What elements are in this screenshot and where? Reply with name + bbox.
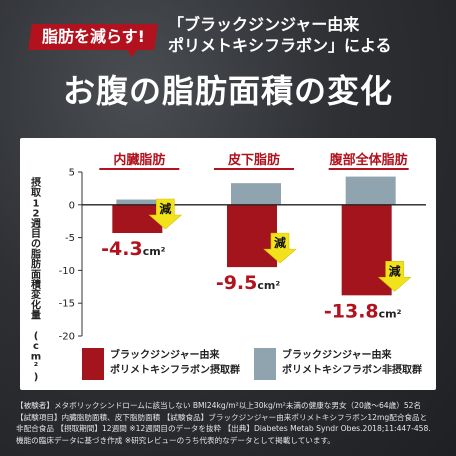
y-axis-title-char: 脂	[30, 247, 41, 260]
bar-non-intake	[116, 199, 167, 205]
legend-swatch-non-intake	[254, 348, 276, 380]
bar-intake	[227, 204, 277, 268]
category-label: 内臓脂肪	[113, 152, 165, 168]
legend: ブラックジンジャー由来 ポリメトキシフラボン摂取群 ブラックジンジャー由来 ポリ…	[82, 346, 432, 386]
data-label-unit: cm²	[143, 245, 166, 258]
subtitle-line-1: 「ブラックジンジャー由来	[168, 15, 360, 34]
y-axis-title-char: 肪	[31, 258, 41, 271]
category-label: 腹部全体脂肪	[330, 152, 408, 168]
y-tick-label: 0	[69, 200, 75, 211]
legend-non-intake-line-2: ポリメトキシフラボン非摂取群	[282, 365, 422, 376]
subtitle-line-2: ポリメトキシフラボン」による	[168, 36, 392, 55]
y-axis-title-char: 積	[30, 278, 42, 291]
data-label-unit: cm²	[379, 307, 402, 320]
y-axis-title-char: m	[31, 351, 41, 362]
footnote-line-2: 【試験項目】内臓脂肪面積、皮下脂肪面積 【試験食品】ブラックジンジャー由来ポリメ…	[16, 412, 428, 422]
y-tick-label: 5	[69, 168, 75, 179]
reduction-arrow	[148, 198, 183, 230]
footnote-line-4: 機能の臨床データに基づき作成 ※研究レビューのうち代表的なデータとして掲載してい…	[16, 435, 335, 445]
y-tick-label: -10	[59, 266, 75, 277]
y-axis-title-char: 1	[33, 198, 40, 209]
legend-intake-line-2: ポリメトキシフラボン摂取群	[110, 365, 240, 376]
y-axis-title-char: )	[34, 372, 39, 383]
y-tick-label: -15	[59, 299, 75, 310]
y-axis-title-char: の	[31, 239, 41, 250]
headline: お腹の脂肪面積の変化	[62, 72, 393, 110]
legend-label-non-intake: ブラックジンジャー由来 ポリメトキシフラボン非摂取群	[282, 348, 422, 378]
legend-intake-line-1: ブラックジンジャー由来	[110, 350, 220, 361]
y-axis-title-char: (	[34, 331, 39, 342]
y-axis-title-char: 摂	[31, 176, 41, 189]
legend-swatch-intake	[82, 348, 104, 380]
bar-non-intake	[231, 183, 281, 205]
reduction-arrow	[263, 232, 297, 264]
y-axis-title-char: 化	[31, 298, 41, 311]
y-axis-title-char: 週	[31, 218, 41, 230]
data-label: -9.5cm²	[216, 272, 281, 294]
subtitle: 「ブラックジンジャー由来 ポリメトキシフラボン」による	[168, 14, 448, 56]
y-axis-title-char: 2	[33, 209, 40, 220]
bar-non-intake	[345, 176, 396, 205]
y-axis-title-char: 変	[31, 288, 42, 301]
y-axis-title-char: 量	[31, 309, 41, 322]
category-label: 皮下脂肪	[227, 152, 280, 168]
data-label: -13.8cm²	[324, 300, 402, 322]
legend-non-intake-line-1: ブラックジンジャー由来	[282, 350, 392, 361]
data-label: -4.3cm²	[101, 238, 166, 260]
reduction-arrow	[377, 261, 412, 292]
legend-label-intake: ブラックジンジャー由来 ポリメトキシフラボン摂取群	[110, 348, 240, 378]
reduction-label: 減	[274, 235, 286, 250]
badge-text: 脂肪を減らす!	[41, 27, 145, 46]
y-axis-title-char: ²	[34, 362, 38, 373]
reduction-label: 減	[389, 263, 401, 278]
y-axis-title-char: 目	[31, 228, 41, 240]
footnotes: 【被験者】メタボリックシンドロームに該当しない BMI24kg/m²以上30kg…	[16, 400, 444, 446]
y-axis-title-char: c	[33, 341, 39, 352]
y-axis-title-char: 面	[31, 269, 41, 281]
y-tick-label: -5	[65, 233, 75, 244]
data-label-unit: cm²	[257, 279, 280, 292]
footnote-line-3: 非配合食品 【摂取期間】12週間 ※12週間目のデータを抜粋 【出典】Diabe…	[16, 424, 431, 433]
y-tick-label: -20	[59, 332, 75, 343]
badge: 脂肪を減らす!	[28, 24, 158, 50]
y-axis-title-char: 取	[31, 187, 42, 199]
reduction-label: 減	[159, 201, 171, 216]
footnote-line-1: 【被験者】メタボリックシンドロームに該当しない BMI24kg/m²以上30kg…	[16, 401, 422, 410]
